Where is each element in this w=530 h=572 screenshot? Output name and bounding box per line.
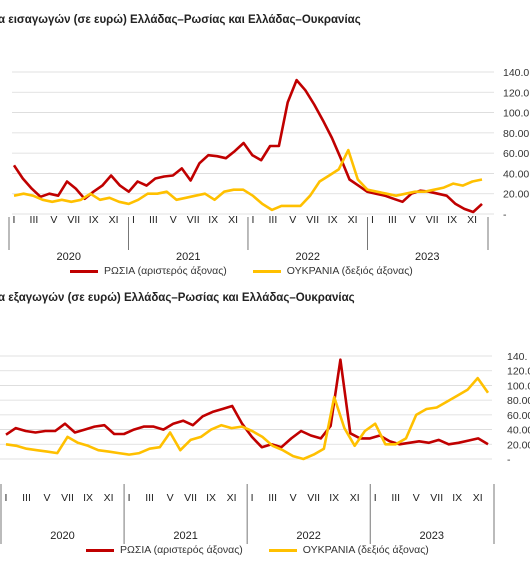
legend-item-ukraine: ΟΥΚΡΑΝΙΑ (δεξιός άξονας)	[252, 265, 413, 277]
x-tick-label: VII	[307, 492, 320, 504]
x-tick-label: XI	[473, 492, 483, 504]
year-label: 2022	[295, 251, 319, 263]
legend-item-russia: ΡΩΣΙΑ (αριστερός άξονας)	[86, 544, 243, 556]
year-label: 2022	[296, 530, 320, 542]
y-tick-label: 60.00	[507, 410, 530, 422]
legend-label-ukraine: ΟΥΚΡΑΝΙΑ (δεξιός άξονας)	[302, 544, 429, 556]
x-tick-label: I	[374, 492, 377, 504]
x-tick-label: IX	[83, 492, 93, 504]
y-tick-label: 120.0	[507, 366, 530, 378]
legend-swatch-russia	[86, 548, 114, 552]
y-tick-label: 140.	[507, 351, 527, 363]
x-tick-label: III	[145, 492, 154, 504]
x-tick-label: VII	[67, 214, 80, 226]
y-tick-label: -	[507, 454, 511, 466]
x-tick-label: IX	[452, 492, 462, 504]
x-tick-label: XI	[467, 214, 477, 226]
year-label: 2023	[419, 530, 443, 542]
x-tick-label: V	[170, 214, 177, 226]
imports-chart-panel: α εισαγωγών (σε ευρώ) Ελλάδας–Ρωσίας και…	[0, 14, 530, 286]
legend-swatch-ukraine	[268, 548, 297, 552]
y-tick-label: 40.00	[503, 168, 529, 180]
x-tick-label: IX	[208, 214, 218, 226]
x-tick-label: III	[268, 492, 277, 504]
exports-chart: 140.120.0100.080.0060.0040.0020.00-IIIIV…	[0, 351, 530, 544]
legend-item-russia: ΡΩΣΙΑ (αριστερός άξονας)	[70, 265, 227, 277]
y-tick-label: 40.00	[507, 425, 530, 437]
x-tick-label: III	[269, 214, 278, 226]
x-tick-label: V	[44, 492, 51, 504]
imports-legend: ΡΩΣΙΑ (αριστερός άξονας) ΟΥΚΡΑΝΙΑ (δεξιό…	[70, 265, 439, 277]
year-label: 2023	[415, 251, 439, 263]
year-label: 2021	[176, 251, 200, 263]
imports-chart-title: α εισαγωγών (σε ευρώ) Ελλάδας–Ρωσίας και…	[0, 14, 361, 26]
x-tick-label: I	[371, 214, 374, 226]
exports-chart-panel: α εξαγωγών (σε ευρώ) Ελλάδας–Ρωσίας και …	[0, 292, 530, 572]
x-tick-label: I	[5, 492, 8, 504]
y-tick-label: 60.00	[503, 148, 529, 160]
y-tick-label: 80.00	[503, 128, 529, 140]
x-tick-label: III	[22, 492, 31, 504]
x-tick-label: XI	[348, 214, 358, 226]
x-tick-label: III	[30, 214, 39, 226]
x-tick-label: III	[149, 214, 158, 226]
x-tick-label: V	[409, 214, 416, 226]
legend-swatch-russia	[70, 269, 98, 273]
x-tick-label: V	[50, 214, 57, 226]
x-tick-label: I	[128, 492, 131, 504]
x-tick-label: VII	[187, 214, 200, 226]
x-tick-label: VII	[184, 492, 197, 504]
y-tick-label: 100.0	[507, 380, 530, 392]
series-line-russia	[12, 78, 483, 214]
x-tick-label: VII	[306, 214, 319, 226]
exports-chart-title: α εξαγωγών (σε ευρώ) Ελλάδας–Ρωσίας και …	[0, 292, 355, 304]
x-tick-label: V	[167, 492, 174, 504]
series-line-ukraine	[5, 376, 490, 461]
y-tick-label: 100.0	[503, 108, 529, 120]
legend-label-ukraine: ΟΥΚΡΑΝΙΑ (δεξιός άξονας)	[286, 265, 413, 277]
legend-label-russia: ΡΩΣΙΑ (αριστερός άξονας)	[120, 544, 243, 556]
x-tick-label: I	[251, 492, 254, 504]
x-tick-label: VII	[61, 492, 74, 504]
x-tick-label: VII	[430, 492, 443, 504]
x-tick-label: III	[388, 214, 397, 226]
legend-item-ukraine: ΟΥΚΡΑΝΙΑ (δεξιός άξονας)	[268, 544, 429, 556]
x-tick-label: III	[391, 492, 400, 504]
x-tick-label: IX	[89, 214, 99, 226]
x-tick-label: VII	[426, 214, 439, 226]
legend-label-russia: ΡΩΣΙΑ (αριστερός άξονας)	[104, 265, 227, 277]
year-label: 2020	[50, 530, 74, 542]
x-tick-label: XI	[104, 492, 114, 504]
x-tick-label: I	[13, 214, 16, 226]
x-tick-label: I	[252, 214, 255, 226]
y-tick-label: 80.00	[507, 395, 530, 407]
x-tick-label: XI	[228, 214, 238, 226]
y-tick-label: 140.0	[503, 67, 529, 79]
x-tick-label: IX	[206, 492, 216, 504]
x-tick-label: XI	[350, 492, 360, 504]
x-tick-label: XI	[109, 214, 119, 226]
x-tick-label: V	[289, 214, 296, 226]
x-tick-label: I	[132, 214, 135, 226]
x-tick-label: V	[290, 492, 297, 504]
y-tick-label: 20.00	[507, 439, 530, 451]
exports-legend: ΡΩΣΙΑ (αριστερός άξονας) ΟΥΚΡΑΝΙΑ (δεξιό…	[86, 544, 455, 556]
series-line-ukraine	[13, 148, 483, 212]
year-label: 2020	[57, 251, 81, 263]
x-tick-label: IX	[329, 492, 339, 504]
x-tick-label: IX	[328, 214, 338, 226]
legend-swatch-ukraine	[252, 269, 281, 273]
x-tick-label: XI	[227, 492, 237, 504]
series-line-russia	[5, 358, 489, 449]
y-tick-label: 120.0	[503, 87, 529, 99]
x-tick-label: V	[413, 492, 420, 504]
year-label: 2021	[173, 530, 197, 542]
y-tick-label: -	[503, 209, 507, 221]
y-tick-label: 20.00	[503, 189, 529, 201]
x-tick-label: IX	[447, 214, 457, 226]
